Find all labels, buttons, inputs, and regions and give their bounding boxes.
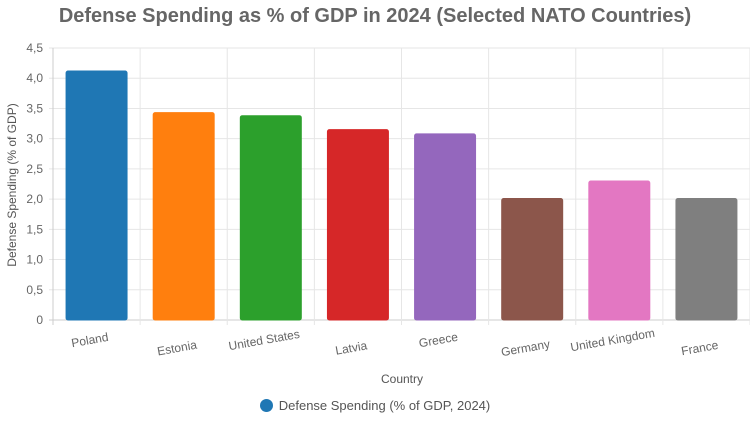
y-tick-label: 1,5 [26,222,43,236]
y-axis-ticks: 0 0,5 1,0 1,5 2,0 2,5 3,0 3,5 4,0 4,5 [26,41,43,327]
x-tick-label: Greece [418,330,460,351]
bar-greece[interactable] [414,133,477,321]
bar-poland[interactable] [65,70,128,321]
x-axis-ticks: Poland Estonia United States Latvia Greece Ge… [70,326,719,359]
bars [65,70,738,321]
bar-estonia[interactable] [152,112,215,321]
bar-germany[interactable] [501,198,564,321]
y-tick-label: 0 [36,313,43,327]
x-tick-label: Poland [70,330,109,350]
y-tick-label: 4,0 [26,71,43,85]
legend-swatch [259,399,273,412]
x-axis-title: Country [381,372,423,386]
y-tick-label: 4,5 [26,41,43,55]
y-axis-title: Defense Spending (% of GDP) [5,103,19,266]
x-tick-label: Latvia [334,338,368,357]
y-tick-label: 2,5 [26,162,43,176]
y-tick-label: 3,0 [26,132,43,146]
y-tick-label: 1,0 [26,253,43,267]
bar-united-states[interactable] [239,115,302,321]
y-tick-label: 0,5 [26,283,43,297]
legend-label: Defense Spending (% of GDP, 2024) [278,398,491,413]
x-tick-label: Estonia [156,338,198,359]
bar-united-kingdom[interactable] [588,180,651,321]
legend[interactable]: Defense Spending (% of GDP, 2024) [0,398,750,413]
chart-title: Defense Spending as % of GDP in 2024 (Se… [58,5,692,27]
x-tick-label: United States [227,327,300,353]
y-tick-label: 2,0 [26,192,43,206]
bar-france[interactable] [675,198,738,321]
bar-latvia[interactable] [326,129,389,321]
x-tick-label: United Kingdom [569,326,656,355]
x-tick-label: France [680,338,720,358]
x-tick-label: Germany [500,337,551,359]
y-tick-label: 3,5 [26,101,43,115]
